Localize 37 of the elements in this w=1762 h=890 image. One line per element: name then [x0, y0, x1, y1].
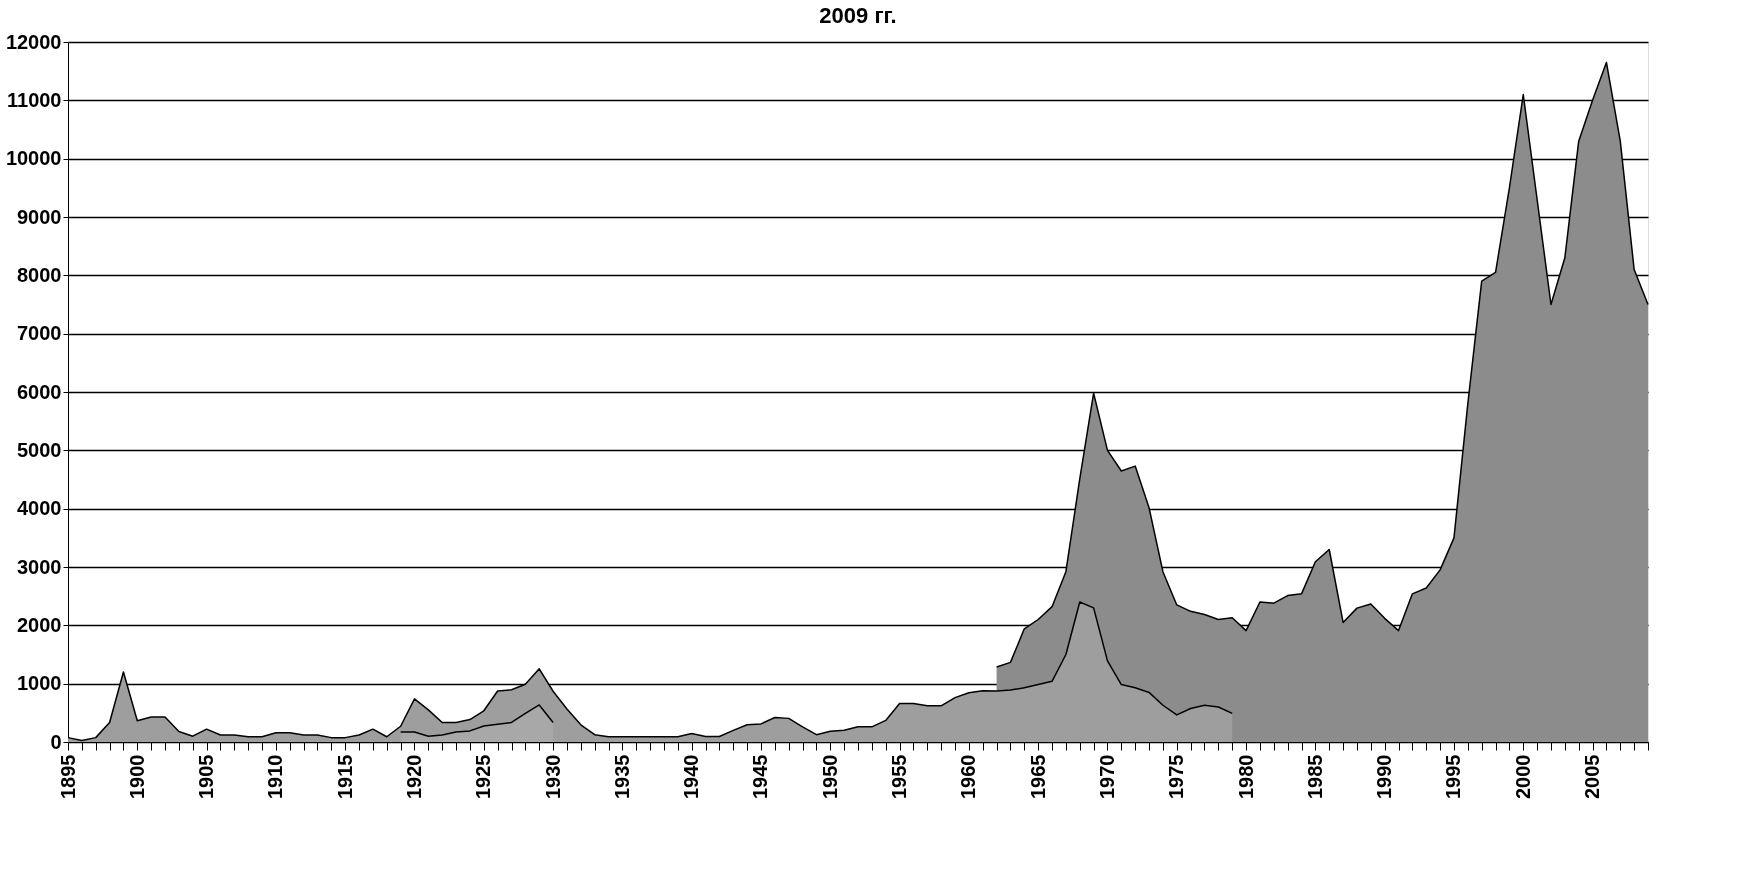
x-tick-label: 1925 — [472, 754, 495, 799]
x-tick-label: 1985 — [1303, 754, 1326, 799]
y-tick-label: 8000 — [17, 263, 62, 286]
y-tick-label: 11000 — [6, 88, 62, 111]
y-tick-label: 2000 — [17, 613, 62, 636]
y-tick-label: 1000 — [17, 672, 62, 695]
x-tick-label: 1945 — [749, 754, 772, 799]
chart-title: 2009 гг. — [819, 3, 897, 28]
y-tick-label: 6000 — [17, 380, 62, 403]
x-tick-label: 1940 — [680, 754, 703, 799]
y-tick-label: 12000 — [5, 30, 62, 53]
x-tick-label: 1915 — [333, 754, 356, 799]
x-tick-label: 1965 — [1026, 754, 1049, 799]
y-tick-label: 10000 — [5, 147, 62, 170]
x-tick-label: 1995 — [1442, 754, 1465, 799]
x-tick-label: 1990 — [1373, 754, 1396, 799]
y-tick-label: 9000 — [17, 205, 62, 228]
x-tick-label: 1935 — [610, 754, 633, 799]
x-tick-label: 1975 — [1165, 754, 1188, 799]
x-tick-label: 1960 — [957, 754, 980, 799]
x-tick-label: 1950 — [818, 754, 841, 799]
y-tick-label: 5000 — [17, 438, 62, 461]
y-tick-label: 4000 — [17, 497, 62, 520]
x-tick-label: 2000 — [1511, 754, 1534, 799]
y-tick-label: 0 — [50, 730, 62, 753]
y-tick-label: 3000 — [17, 555, 62, 578]
x-tick-label: 1920 — [402, 754, 425, 799]
y-tick-label: 7000 — [17, 322, 62, 345]
x-tick-label: 1980 — [1234, 754, 1257, 799]
x-tick-label: 1895 — [56, 754, 79, 799]
x-tick-label: 1970 — [1095, 754, 1118, 799]
x-tick-label: 1930 — [541, 754, 564, 799]
x-tick-label: 1955 — [888, 754, 911, 799]
x-tick-label: 1910 — [264, 754, 287, 799]
x-tick-label: 1900 — [125, 754, 148, 799]
x-tick-label: 2005 — [1581, 754, 1604, 799]
x-tick-label: 1905 — [195, 754, 218, 799]
